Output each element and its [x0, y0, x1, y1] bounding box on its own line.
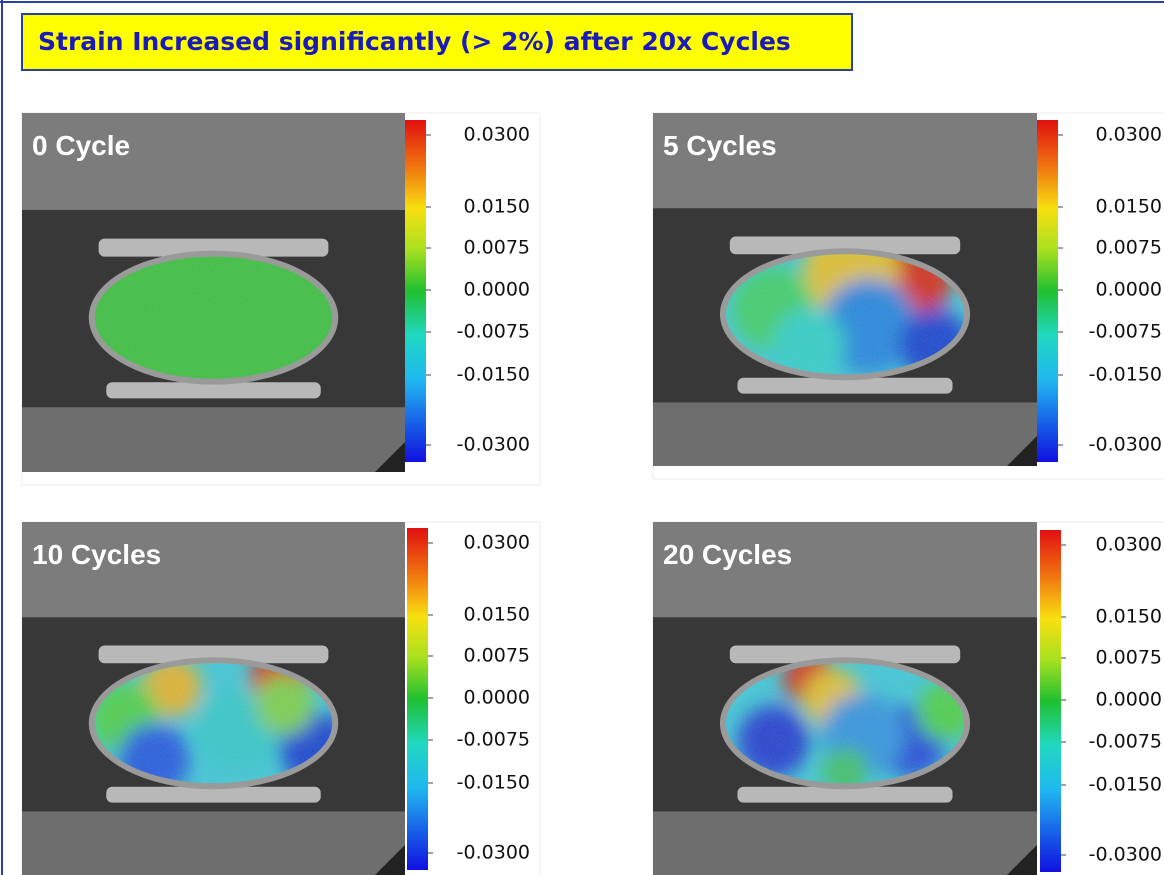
colorbar-tick-label: 0.0300 [464, 532, 530, 554]
colorbar-tick-label: 0.0075 [1096, 647, 1162, 669]
colorbar [1037, 120, 1058, 462]
colorbar-tick-label: -0.0150 [457, 364, 530, 386]
strain-image [653, 522, 1037, 875]
strain-map [95, 257, 332, 379]
panels: 0 Cycle 0.0300 0.0150 0.0075 0.0000 -0.0075 -0… [22, 113, 1164, 875]
panel: 20 Cycles 0.0300 0.0150 0.0075 0.0000 -0.0075… [653, 522, 1164, 875]
colorbar-tick-label: 0.0075 [464, 237, 530, 259]
colorbar-tick-label: 0.0000 [464, 687, 530, 709]
title: Strain Increased significantly (> 2%) af… [38, 27, 791, 56]
colorbar-tick-label: 0.0300 [1096, 534, 1162, 556]
bottom-pad [106, 382, 320, 398]
strain-grain [726, 663, 964, 783]
slide: Strain Increased significantly (> 2%) af… [0, 0, 1164, 875]
strain-image [22, 113, 405, 472]
colorbar [1040, 530, 1061, 872]
colorbar-tick-label: 0.0000 [464, 279, 530, 301]
lower-band [653, 402, 1037, 466]
colorbar-tick-label: 0.0150 [1096, 196, 1162, 218]
colorbar-tick-label: -0.0075 [1089, 321, 1162, 343]
colorbar-tick-label: 0.0150 [1096, 606, 1162, 628]
colorbar-tick-label: -0.0075 [457, 729, 530, 751]
panel-label: 0 Cycle [32, 130, 130, 161]
colorbar-tick-label: 0.0075 [1096, 237, 1162, 259]
colorbar-tick-label: -0.0150 [1089, 364, 1162, 386]
colorbar-tick-label: 0.0300 [464, 124, 530, 146]
colorbar-tick-label: 0.0300 [1096, 124, 1162, 146]
colorbar-tick-label: -0.0300 [457, 842, 530, 864]
panel-label: 5 Cycles [663, 130, 777, 161]
panel: 0 Cycle 0.0300 0.0150 0.0075 0.0000 -0.0075 -0… [22, 113, 540, 485]
colorbar-tick-label: -0.0300 [1089, 844, 1162, 866]
panel: 5 Cycles 0.0300 0.0150 0.0075 0.0000 -0.0075 -… [653, 113, 1164, 479]
lower-band [22, 407, 405, 472]
strain-image [22, 522, 405, 875]
panel-label: 20 Cycles [663, 539, 792, 570]
colorbar-tick-label: -0.0075 [1089, 731, 1162, 753]
strain-grain [95, 257, 332, 379]
strain-grain [95, 663, 332, 783]
colorbar [405, 120, 426, 462]
colorbar-tick-label: -0.0300 [457, 434, 530, 456]
lower-band [22, 811, 405, 875]
colorbar-tick-label: 0.0150 [464, 604, 530, 626]
colorbar-tick-label: -0.0150 [457, 772, 530, 794]
colorbar-tick-label: -0.0150 [1089, 774, 1162, 796]
colorbar-tick-label: 0.0000 [1096, 689, 1162, 711]
lower-band [653, 811, 1037, 875]
panel: 10 Cycles 0.0300 0.0150 0.0075 0.0000 -0.0075… [22, 522, 540, 875]
strain-grain [726, 254, 964, 374]
colorbar [407, 528, 428, 870]
colorbar-tick-label: -0.0300 [1089, 434, 1162, 456]
colorbar-tick-label: 0.0000 [1096, 279, 1162, 301]
colorbar-tick-label: 0.0075 [464, 645, 530, 667]
colorbar-tick-label: 0.0150 [464, 196, 530, 218]
strain-image [653, 113, 1037, 466]
colorbar-tick-label: -0.0075 [457, 321, 530, 343]
panel-label: 10 Cycles [32, 539, 161, 570]
